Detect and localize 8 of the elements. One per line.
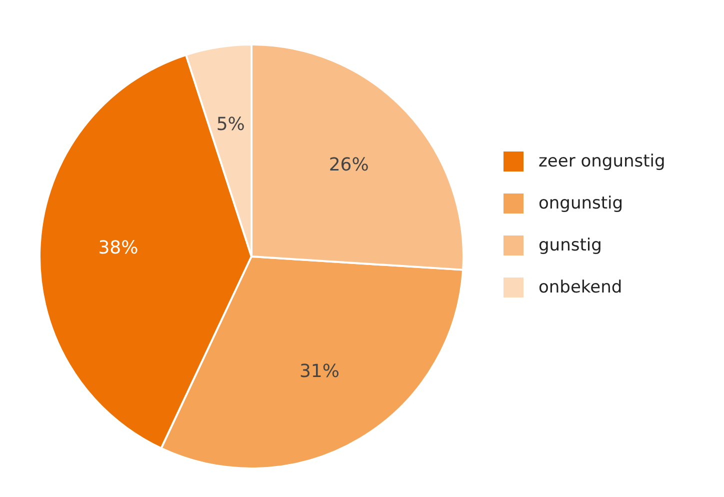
data-label: 26%: [328, 154, 369, 176]
data-label: 31%: [299, 360, 340, 382]
legend-label: ongunstig: [538, 194, 624, 214]
data-label: 38%: [98, 238, 138, 259]
legend-label: onbekend: [538, 278, 622, 298]
data-label: 5%: [216, 114, 245, 136]
legend-label: zeer ongunstig: [538, 152, 666, 172]
legend-label: gunstig: [538, 236, 602, 256]
